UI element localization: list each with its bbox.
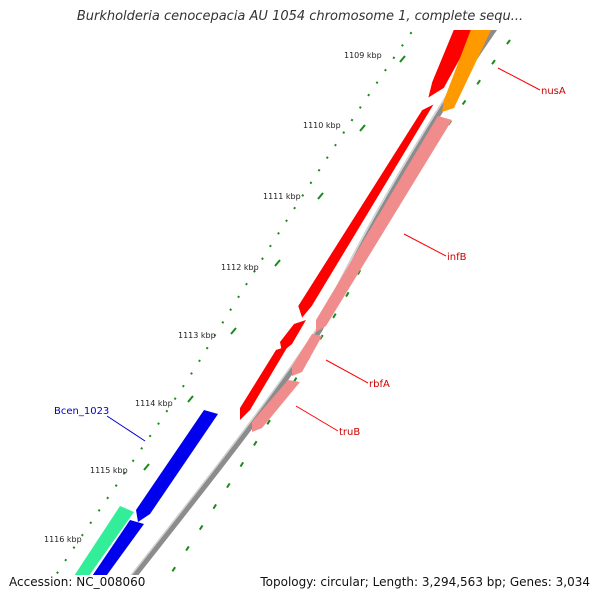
gene-nusA-upstream-fwd[interactable] xyxy=(427,0,498,99)
rbfA-leader-line xyxy=(325,359,369,384)
label-infB[interactable]: infB xyxy=(447,252,467,263)
kbp-label-1109: 1109 kbp xyxy=(344,51,382,60)
map-title: Burkholderia cenocepacia AU 1054 chromos… xyxy=(76,9,524,24)
kbp-tick-1110 xyxy=(359,124,366,132)
kbp-label-1112: 1112 kbp xyxy=(221,263,259,272)
Bcen_1023-leader-line xyxy=(106,415,146,442)
label-nusA[interactable]: nusA xyxy=(541,86,566,97)
gene-truB-fwd[interactable] xyxy=(240,346,288,420)
kbp-label-1116: 1116 kbp xyxy=(44,535,82,544)
gene-infB-fwd[interactable] xyxy=(297,103,435,319)
kbp-tick-1114 xyxy=(187,395,194,403)
kbp-label-1111: 1111 kbp xyxy=(263,192,301,201)
kbp-tick-1113 xyxy=(230,327,237,335)
kbp-tick-1111 xyxy=(317,192,324,200)
kbp-tick-1115 xyxy=(143,463,150,471)
label-truB[interactable]: truB xyxy=(339,427,360,438)
summary-text: Topology: circular; Length: 3,294,563 bp… xyxy=(260,575,590,589)
label-rbfA[interactable]: rbfA xyxy=(369,379,390,390)
gene-rbfA-fwd[interactable] xyxy=(280,320,306,352)
kbp-axis-dots xyxy=(54,30,415,575)
gene-rbfA-rev[interactable] xyxy=(292,334,322,376)
gene-nusA[interactable] xyxy=(442,0,510,112)
truB-leader-line xyxy=(295,405,339,432)
gene-Bcen_1023[interactable] xyxy=(136,410,218,522)
kbp-label-1115: 1115 kbp xyxy=(90,466,128,475)
gene-blue-2[interactable] xyxy=(84,520,144,600)
gene-mint[interactable] xyxy=(72,506,134,590)
kbp-tick-1112 xyxy=(274,259,281,267)
gene-nusA-cap xyxy=(490,0,506,8)
gene-infB-rev[interactable] xyxy=(316,116,452,332)
accession-text: Accession: NC_008060 xyxy=(9,575,146,589)
infB-leader-line xyxy=(403,233,447,257)
kbp-label-1110: 1110 kbp xyxy=(303,121,341,130)
kbp-label-1114: 1114 kbp xyxy=(135,399,173,408)
nusA-leader-line xyxy=(497,67,541,91)
gene-truB-rev[interactable] xyxy=(252,380,300,432)
kbp-tick-1109 xyxy=(399,55,406,63)
kbp-label-1113: 1113 kbp xyxy=(178,331,216,340)
label-Bcen_1023[interactable]: Bcen_1023 xyxy=(54,406,109,417)
